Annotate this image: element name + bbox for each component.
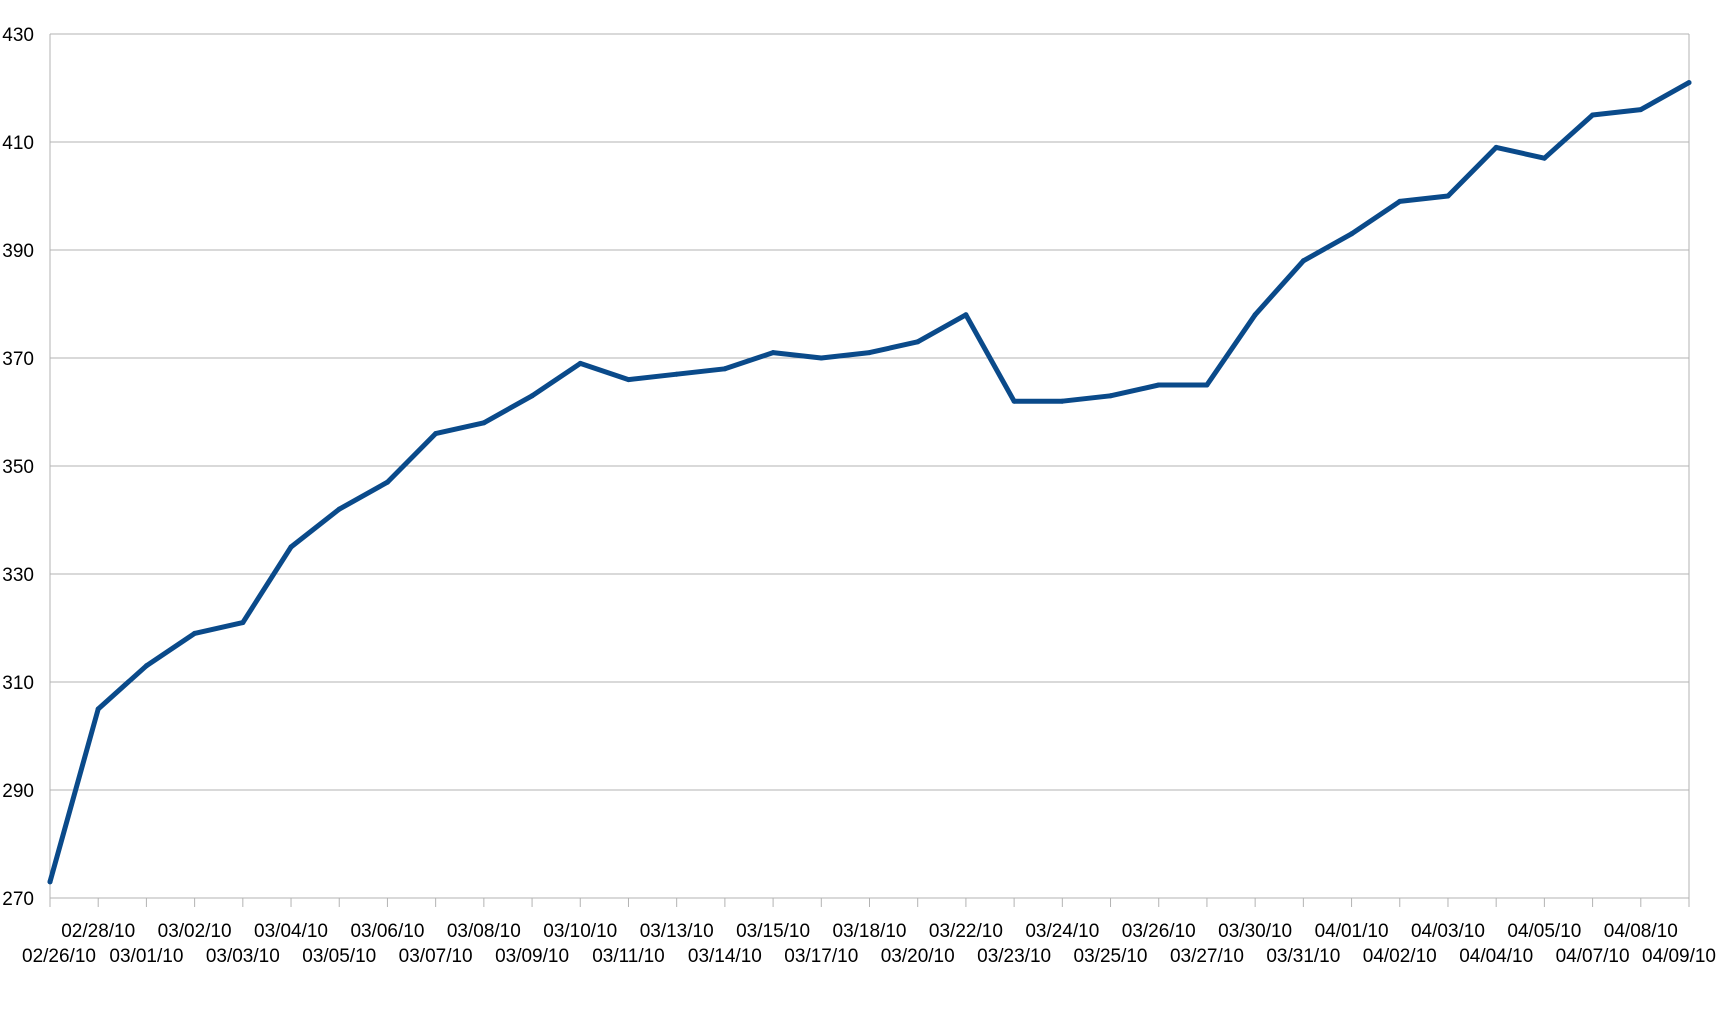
x-tick-label: 04/08/10 xyxy=(1604,921,1678,942)
series-line xyxy=(47,80,1692,885)
x-tick-label: 03/02/10 xyxy=(158,921,232,942)
data-point xyxy=(577,360,583,366)
data-point xyxy=(818,355,824,361)
data-point xyxy=(770,350,776,356)
x-tick-label: 03/17/10 xyxy=(784,946,858,967)
x-tick-labels: 02/26/10 02/28/10 03/01/10 03/02/10 03/03/10… xyxy=(22,921,1716,967)
y-tick-label: 270 xyxy=(2,889,34,910)
x-tick-label: 03/06/10 xyxy=(350,921,424,942)
data-point xyxy=(1590,112,1596,118)
x-tick-label: 03/08/10 xyxy=(447,921,521,942)
y-tick-label: 370 xyxy=(2,349,34,370)
data-point xyxy=(288,544,294,550)
data-point xyxy=(529,393,535,399)
data-point xyxy=(722,366,728,372)
data-point xyxy=(384,479,390,485)
x-tick-label: 03/24/10 xyxy=(1025,921,1099,942)
x-tick-label: 03/22/10 xyxy=(929,921,1003,942)
data-point xyxy=(1108,393,1114,399)
data-point xyxy=(143,663,149,669)
x-tick-label: 03/01/10 xyxy=(109,946,183,967)
series-layer xyxy=(47,80,1692,885)
gridlines xyxy=(50,33,1689,899)
x-tick-label: 03/03/10 xyxy=(206,946,280,967)
data-point xyxy=(1156,382,1162,388)
x-tick-label: 03/31/10 xyxy=(1266,946,1340,967)
data-point xyxy=(47,879,53,885)
x-tick-label: 03/10/10 xyxy=(543,921,617,942)
x-tick-label: 03/07/10 xyxy=(399,946,473,967)
y-tick-label: 410 xyxy=(2,133,34,154)
x-tick-label: 03/26/10 xyxy=(1122,921,1196,942)
x-tick-label: 03/15/10 xyxy=(736,921,810,942)
x-tick-label: 04/04/10 xyxy=(1459,946,1533,967)
x-tick-label: 02/28/10 xyxy=(61,921,135,942)
y-tick-label: 430 xyxy=(2,25,34,46)
x-tick-label: 02/26/10 xyxy=(22,946,96,967)
data-point xyxy=(1445,193,1451,199)
data-point xyxy=(915,339,921,345)
data-point xyxy=(1397,198,1403,204)
axes xyxy=(49,34,1690,907)
y-tick-label: 310 xyxy=(2,673,34,694)
data-point xyxy=(1252,312,1258,318)
data-point xyxy=(95,706,101,712)
x-tick-label: 03/11/10 xyxy=(592,946,665,967)
data-point xyxy=(192,630,198,636)
x-tick-label: 04/05/10 xyxy=(1507,921,1581,942)
data-point xyxy=(1638,107,1644,113)
data-point xyxy=(1349,231,1355,237)
data-point xyxy=(1059,398,1065,404)
data-point xyxy=(1686,80,1692,86)
data-point xyxy=(481,420,487,426)
x-tick-label: 04/03/10 xyxy=(1411,921,1485,942)
x-tick-label: 04/02/10 xyxy=(1363,946,1437,967)
y-tick-label: 290 xyxy=(2,781,34,802)
data-point xyxy=(674,371,680,377)
x-tick-label: 04/09/10 xyxy=(1642,946,1716,967)
data-point xyxy=(1300,258,1306,264)
data-point xyxy=(625,377,631,383)
x-tick-label: 03/27/10 xyxy=(1170,946,1244,967)
data-point xyxy=(336,506,342,512)
x-tick-label: 03/09/10 xyxy=(495,946,569,967)
data-point xyxy=(1011,398,1017,404)
data-point xyxy=(1541,155,1547,161)
x-tick-label: 03/25/10 xyxy=(1074,946,1148,967)
y-tick-labels: 270 290 310 330 350 370 390 410 430 xyxy=(2,25,34,910)
x-tick-label: 03/14/10 xyxy=(688,946,762,967)
x-tick-label: 03/05/10 xyxy=(302,946,376,967)
data-point xyxy=(867,350,872,356)
data-point xyxy=(1204,382,1210,388)
x-tick-label: 03/20/10 xyxy=(881,946,955,967)
data-point xyxy=(240,620,246,626)
x-tick-label: 03/30/10 xyxy=(1218,921,1292,942)
x-tick-label: 04/07/10 xyxy=(1556,946,1630,967)
y-tick-label: 330 xyxy=(2,565,34,586)
data-point xyxy=(1493,144,1499,150)
x-tick-label: 03/13/10 xyxy=(640,921,714,942)
y-tick-label: 390 xyxy=(2,241,34,262)
data-point xyxy=(963,312,969,318)
data-point xyxy=(433,431,439,437)
x-tick-label: 03/04/10 xyxy=(254,921,328,942)
x-tick-label: 04/01/10 xyxy=(1315,921,1389,942)
x-tick-label: 03/23/10 xyxy=(977,946,1051,967)
x-tick-label: 03/18/10 xyxy=(833,921,907,942)
y-tick-label: 350 xyxy=(2,457,34,478)
